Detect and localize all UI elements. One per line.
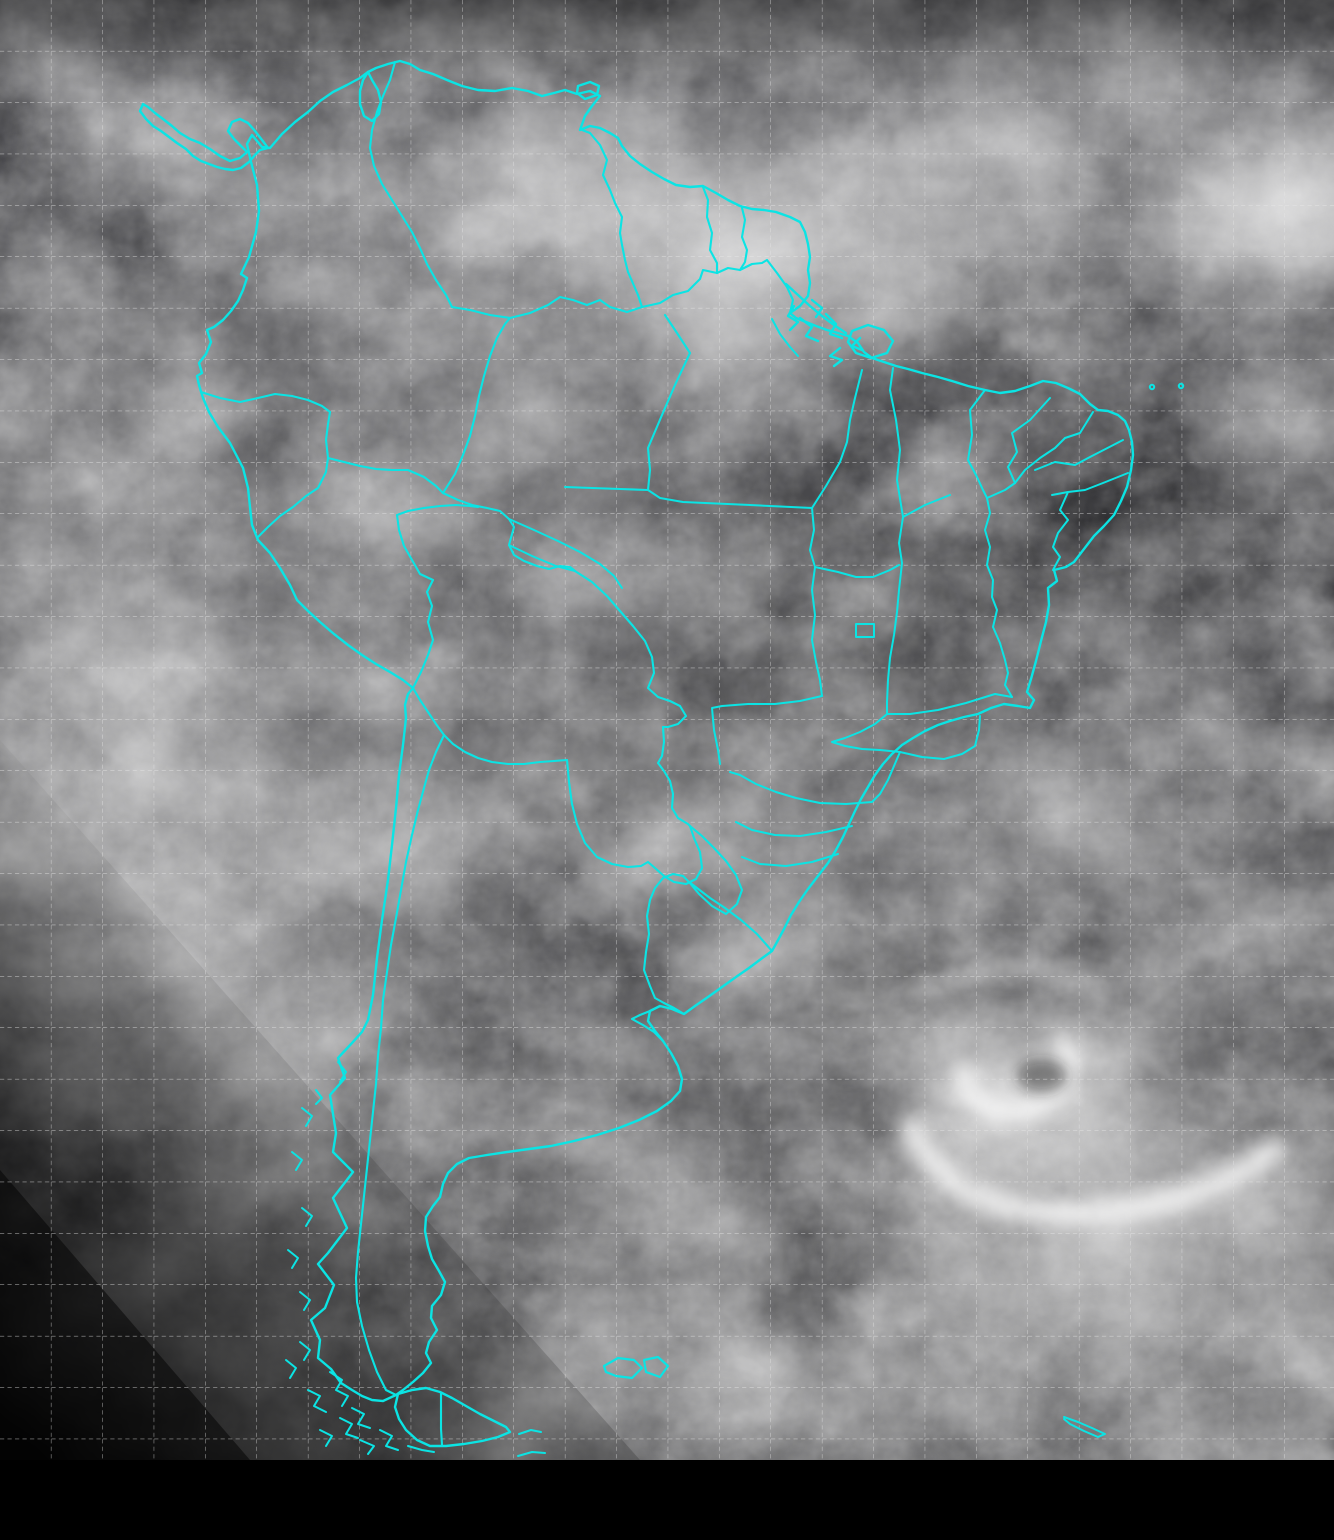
lake-maracaibo (358, 70, 383, 123)
bolivia-brazil-border (573, 569, 688, 729)
uruguay-river-border (642, 872, 691, 1016)
roraima-amazonas-line (563, 313, 692, 492)
satellite-image (0, 0, 1334, 1460)
frguiana-brazil-border (738, 258, 795, 315)
magellan-islands (285, 1341, 546, 1457)
brazil-state-borders (508, 318, 1129, 867)
tierra-del-fuego-border (439, 1391, 444, 1447)
border-overlay (138, 59, 1185, 1457)
peru-bolivia-border (395, 503, 480, 690)
south-america-coastline (195, 59, 1135, 1403)
brazil-uruguay-border (687, 880, 774, 953)
guyana-brazil-border (640, 268, 719, 309)
venezuela-brazil-border (450, 295, 644, 320)
colombia-ecuador-border (199, 390, 332, 414)
suriname-brazil-border (715, 266, 742, 275)
brazil-argentina-border (687, 824, 744, 916)
argentina-paraguay-border (565, 758, 704, 886)
graticule-overlay (0, 0, 1334, 1460)
south-georgia-island (1063, 1416, 1106, 1438)
chilean-fjord-islets (287, 1061, 347, 1311)
colombia-brazil-border (441, 316, 512, 495)
bolivia-chile-argentina-border (411, 686, 569, 766)
peru-colombia-border (326, 456, 445, 495)
paraguay-brazil-border (656, 725, 692, 828)
colombia-venezuela-border (368, 60, 454, 309)
rio-de-la-plata (630, 1009, 665, 1043)
falkland-islands (602, 1355, 670, 1380)
chile-argentina-border (354, 733, 446, 1397)
ecuador-peru-border (255, 410, 332, 540)
guyana-suriname-border (701, 185, 719, 275)
country-borders (199, 60, 795, 1447)
venezuela-guyana-border (580, 128, 644, 309)
caption-bar: GOES-16 Band 01 Brightness Temperature [… (0, 1460, 1334, 1540)
trinidad-island (575, 80, 601, 101)
fernando-de-noronha (1148, 382, 1185, 391)
coastline (138, 59, 1185, 1457)
panama-coastline (138, 102, 270, 172)
suriname-frguiana-border (738, 206, 749, 272)
